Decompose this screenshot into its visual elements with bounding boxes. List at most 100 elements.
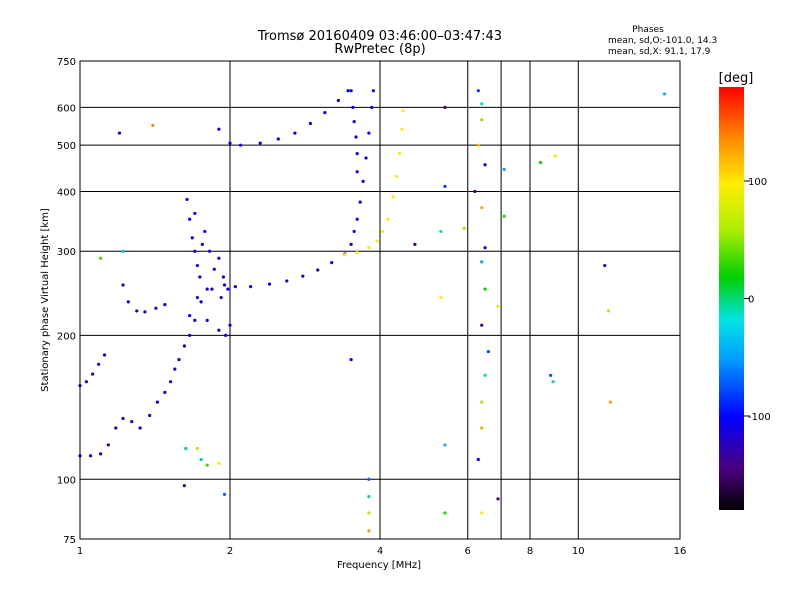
echo-point [351,105,355,109]
echo-point [395,174,399,179]
echo-point [228,141,232,145]
echo-point [184,446,188,451]
echo-point [352,229,356,234]
trace-series [78,353,107,388]
echo-point [301,274,305,278]
echo-point [538,160,543,165]
echo-point [386,217,390,221]
echo-point [336,98,340,103]
echo-point [195,446,199,451]
echo-point [200,242,204,247]
echo-point [207,249,212,253]
echo-point [443,511,447,515]
trace-series [99,89,667,533]
echo-point [221,275,226,279]
echo-point [121,416,125,421]
echo-point [130,420,134,424]
echo-point [182,344,186,348]
echo-point [551,380,555,384]
echo-point [276,137,280,141]
echo-point [224,333,228,337]
echo-point [400,127,404,131]
echo-point [476,457,480,462]
echo-point [205,287,209,291]
echo-point [155,400,160,404]
echo-point [480,118,484,122]
echo-point [193,249,197,253]
echo-point [355,152,359,156]
echo-point [371,89,376,93]
echo-point [249,284,253,289]
trace-series [78,287,209,458]
echo-point [198,275,202,279]
echo-point [462,226,466,230]
echo-point [358,200,362,204]
echo-point [203,229,207,234]
echo-point [190,236,194,240]
phase-box-heading: Phases [632,25,664,35]
trace-series [121,283,167,314]
echo-point [188,217,192,221]
echo-point [217,256,221,260]
x-tick-label: 4 [377,546,383,557]
echo-point [217,461,221,465]
echo-point [238,143,243,147]
chart-title: Tromsø 20160409 03:46:00–03:47:43 [257,29,502,44]
echo-point [443,443,447,447]
echo-point [553,154,558,158]
echo-point [97,362,101,366]
echo-point [401,109,405,113]
echo-point [443,184,447,188]
echo-point [99,452,103,456]
echo-point [352,120,356,124]
echo-point [163,302,167,307]
phase-box-line2: mean, sd,X: 91.1, 17.9 [608,47,711,57]
x-tick-label: 2 [227,546,233,557]
colorbar-tick-label: -100 [748,412,771,423]
echo-point [177,357,181,362]
echo-point [121,249,125,253]
echo-point [233,284,237,289]
echo-point [106,443,110,447]
echo-point [199,300,203,304]
echo-point [188,314,192,318]
echo-point [603,263,607,268]
echo-point [480,511,484,515]
echo-point [608,400,613,404]
trace-series [222,89,376,289]
echo-point [370,105,374,109]
echo-point [343,253,347,257]
y-tick-label: 750 [57,57,76,68]
x-tick-label: 8 [527,546,533,557]
echo-point [114,426,118,430]
echo-point [346,89,350,93]
y-tick-label: 200 [57,331,76,342]
echo-point [88,454,93,458]
phase-box-line1: mean, sd,O:-101.0, 14.3 [608,36,717,46]
echo-point [148,413,152,418]
echo-point [219,295,223,300]
echo-point [173,367,177,371]
ticks-layer: 1 2 4 6 8 10 16 75 100 200 300 400 500 600 750 [57,57,686,557]
echo-point [185,197,189,202]
traces-layer [78,89,667,533]
echo-point [195,295,199,300]
echo-point [323,110,327,115]
echo-point [480,426,484,430]
echo-point [330,260,334,265]
y-tick-label: 300 [57,247,76,258]
echo-point [439,295,443,300]
echo-point [102,353,107,357]
echo-point [199,457,203,462]
colorbar-ticks: 100 0 -100 [744,177,771,423]
echo-point [169,380,173,384]
echo-point [99,256,103,260]
echo-point [480,260,484,264]
x-axis-label: Frequency [MHz] [337,560,421,571]
colorbar-label: [deg] [719,71,754,86]
echo-point [473,189,477,194]
echo-point [226,287,230,291]
trace-series [217,89,359,174]
chart-subtitle: RwPretec (8p) [334,42,425,57]
